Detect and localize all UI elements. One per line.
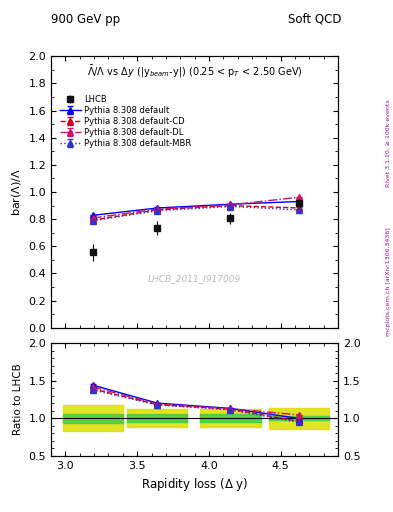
Legend: LHCB, Pythia 8.308 default, Pythia 8.308 default-CD, Pythia 8.308 default-DL, Py: LHCB, Pythia 8.308 default, Pythia 8.308… [58, 93, 193, 150]
X-axis label: Rapidity loss ($\Delta$ y): Rapidity loss ($\Delta$ y) [141, 476, 248, 493]
Text: mcplots.cern.ch [arXiv:1306.3436]: mcplots.cern.ch [arXiv:1306.3436] [386, 227, 391, 336]
Y-axis label: bar($\Lambda$)/$\Lambda$: bar($\Lambda$)/$\Lambda$ [10, 168, 23, 216]
Text: Soft QCD: Soft QCD [288, 13, 342, 26]
Text: Rivet 3.1.10, ≥ 100k events: Rivet 3.1.10, ≥ 100k events [386, 99, 391, 187]
Y-axis label: Ratio to LHCB: Ratio to LHCB [13, 364, 23, 435]
Text: LHCB_2011_I917009: LHCB_2011_I917009 [148, 274, 241, 283]
Text: $\bar{\Lambda}/\Lambda$ vs $\Delta y$ (|y$_{beam}$-y|) (0.25 < p$_T$ < 2.50 GeV): $\bar{\Lambda}/\Lambda$ vs $\Delta y$ (|… [86, 65, 303, 80]
Text: 900 GeV pp: 900 GeV pp [51, 13, 120, 26]
